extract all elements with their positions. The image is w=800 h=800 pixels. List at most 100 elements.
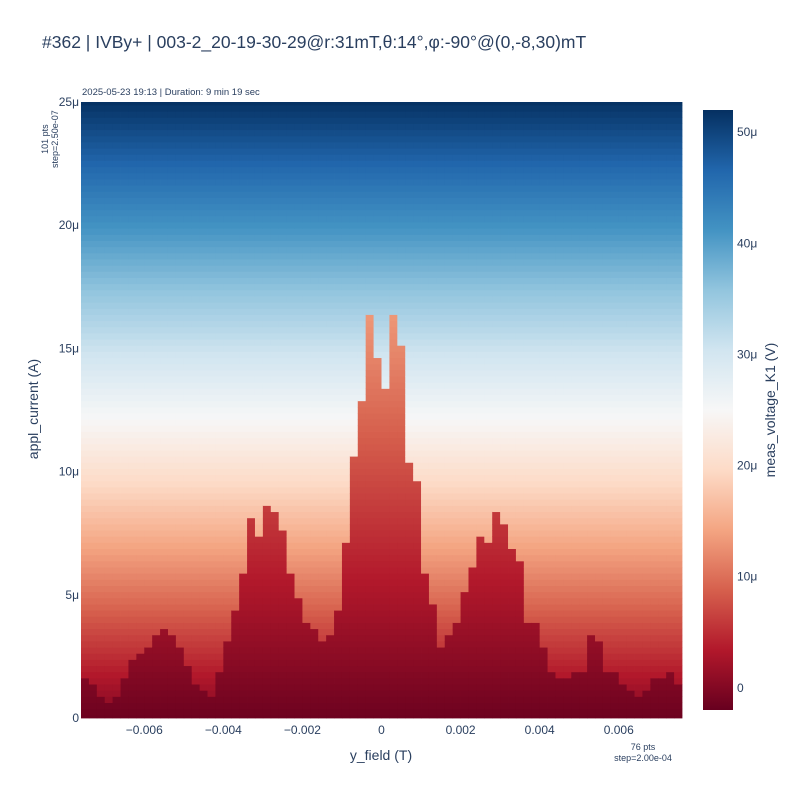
heatmap-cell [136, 542, 145, 549]
heatmap-cell [452, 228, 461, 235]
heatmap-cell [349, 554, 359, 562]
heatmap-cell [326, 357, 335, 365]
heatmap-cell [207, 314, 216, 322]
heatmap-cell [365, 684, 374, 691]
heatmap-cell [254, 443, 264, 451]
heatmap-cell [160, 425, 169, 432]
heatmap-cell [239, 585, 248, 593]
heatmap-cell [160, 400, 169, 408]
heatmap-cell [136, 400, 145, 408]
heatmap-cell [128, 142, 137, 149]
heatmap-cell [468, 634, 477, 642]
heatmap-cell [81, 585, 90, 593]
heatmap-cell [413, 283, 422, 291]
heatmap-cell [183, 246, 193, 254]
heatmap-cell [247, 228, 256, 235]
heatmap-cell [239, 474, 248, 482]
heatmap-cell [444, 671, 454, 679]
heatmap-cell [278, 530, 288, 537]
heatmap-cell [223, 591, 232, 599]
heatmap-cell [413, 591, 422, 599]
heatmap-cell [207, 148, 216, 155]
heatmap-cell [381, 209, 390, 217]
heatmap-cell [81, 265, 90, 272]
heatmap-cell [460, 234, 469, 241]
heatmap-cell [191, 690, 201, 697]
heatmap-cell [270, 296, 280, 303]
heatmap-cell [318, 376, 327, 383]
heatmap-cell [373, 517, 382, 525]
heatmap-cell [278, 591, 288, 599]
heatmap-cell [452, 160, 461, 168]
heatmap-cell [405, 536, 414, 543]
heatmap-cell [175, 659, 185, 667]
heatmap-cell [428, 228, 438, 235]
heatmap-cell [223, 246, 232, 254]
heatmap-cell [286, 333, 295, 340]
heatmap-cell [294, 456, 303, 463]
heatmap-cell [405, 499, 414, 506]
heatmap-cell [326, 554, 335, 562]
heatmap-cell [254, 610, 264, 617]
heatmap-cell [167, 487, 177, 494]
heatmap-cell [183, 702, 193, 710]
heatmap-cell [254, 234, 264, 241]
heatmap-cell [460, 320, 469, 328]
heatmap-cell [167, 142, 177, 149]
heatmap-cell [460, 450, 469, 457]
heatmap-cell [96, 585, 106, 593]
heatmap-cell [373, 142, 382, 149]
heatmap-cell [183, 406, 193, 414]
heatmap-cell [207, 450, 216, 457]
heatmap-cell [341, 283, 351, 291]
heatmap-cell [207, 283, 216, 291]
heatmap-cell [318, 172, 327, 180]
heatmap-cell [341, 456, 351, 463]
heatmap-cell [389, 394, 398, 402]
heatmap-cell [81, 234, 90, 241]
heatmap-cell [397, 148, 406, 155]
heatmap-cell [239, 246, 248, 254]
heatmap-cell [389, 308, 398, 315]
heatmap-cell [286, 135, 295, 143]
heatmap-cell [318, 567, 327, 574]
heatmap-cell [191, 702, 201, 710]
heatmap-cell [326, 135, 335, 143]
heatmap-cell [302, 530, 311, 537]
heatmap-cell [128, 259, 137, 266]
heatmap-cell [278, 277, 288, 285]
heatmap-cell [183, 197, 193, 205]
heatmap-cell [104, 259, 114, 266]
heatmap-cell [436, 597, 446, 605]
heatmap-cell [428, 166, 438, 174]
heatmap-cell [373, 369, 382, 377]
heatmap-cell [128, 283, 137, 291]
heatmap-cell [247, 382, 256, 389]
heatmap-cell [231, 714, 240, 719]
heatmap-cell [120, 135, 129, 143]
heatmap-cell [405, 172, 414, 180]
heatmap-cell [302, 142, 311, 149]
heatmap-cell [152, 185, 161, 192]
heatmap-cell [413, 443, 422, 451]
heatmap-cell [381, 665, 390, 673]
heatmap-cell [191, 197, 201, 205]
heatmap-cell [231, 117, 240, 124]
heatmap-cell [81, 523, 90, 531]
heatmap-cell [183, 179, 193, 186]
heatmap-cell [104, 517, 114, 525]
heatmap-cell [349, 197, 359, 205]
heatmap-cell [413, 314, 422, 322]
heatmap-cell [128, 579, 137, 586]
heatmap-cell [136, 111, 145, 118]
heatmap-cell [468, 702, 477, 710]
heatmap-cell [128, 228, 137, 235]
heatmap-cell [421, 320, 430, 328]
heatmap-cell [96, 105, 106, 112]
heatmap-cell [460, 123, 469, 131]
heatmap-cell [136, 191, 145, 198]
heatmap-cell [349, 487, 359, 494]
heatmap-cell [152, 357, 161, 365]
heatmap-cell [247, 289, 256, 297]
